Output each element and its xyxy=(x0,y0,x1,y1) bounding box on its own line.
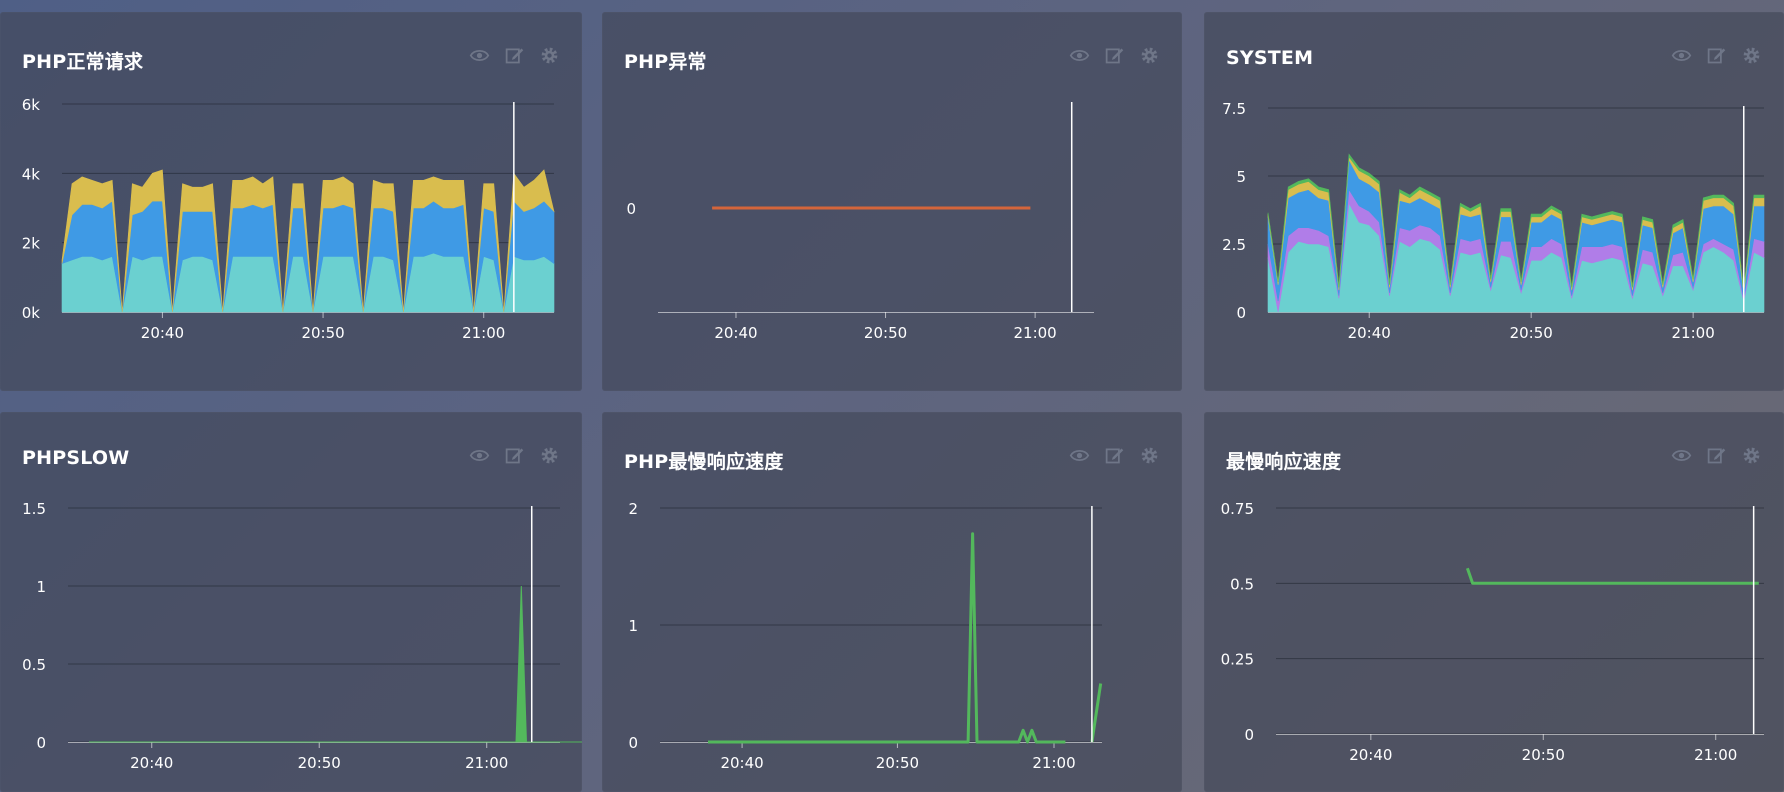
panel-php-slowest-response: PHP最慢响应速度 0 1 2 20:40 20:50 21:00 xyxy=(602,412,1182,792)
panel-phpslow: PHPSLOW 0 0.5 1 1.5 20:40 20:50 21:00 xyxy=(0,412,582,792)
panel-toolbar xyxy=(1671,445,1762,466)
x-tick-label: 20:40 xyxy=(714,324,757,342)
panel-toolbar xyxy=(1069,445,1160,466)
series-line-0 xyxy=(1465,567,1759,585)
y-tick-label: 0 xyxy=(1236,304,1246,322)
series-line-tail xyxy=(1090,683,1103,743)
panel-toolbar xyxy=(1069,45,1160,66)
x-tick-label: 21:00 xyxy=(462,324,505,342)
y-tick-label: 2 xyxy=(628,500,638,518)
x-tick-label: 20:50 xyxy=(876,754,919,772)
x-tick-label: 20:40 xyxy=(130,754,173,772)
y-tick-label: 5 xyxy=(1236,168,1246,186)
chart-phpslow: 0 0.5 1 1.5 20:40 20:50 21:00 xyxy=(22,500,582,772)
x-tick-label: 21:00 xyxy=(1672,324,1715,342)
edit-icon[interactable] xyxy=(1104,45,1125,66)
x-tick-label: 20:50 xyxy=(1510,324,1553,342)
series-area-0 xyxy=(88,585,582,743)
gear-icon[interactable] xyxy=(539,45,560,66)
y-tick-label: 0 xyxy=(1244,726,1254,744)
chart-system: 0 2.5 5 7.5 20:40 20:50 21:00 xyxy=(1222,100,1765,342)
gear-icon[interactable] xyxy=(539,445,560,466)
y-tick-label: 0.5 xyxy=(22,656,46,674)
edit-icon[interactable] xyxy=(1104,445,1125,466)
y-tick-label: 0 xyxy=(626,200,636,218)
eye-icon[interactable] xyxy=(469,445,490,466)
y-tick-label: 0.25 xyxy=(1221,651,1254,669)
y-tick-label: 2k xyxy=(22,235,41,253)
series-area-2 xyxy=(61,169,555,313)
eye-icon[interactable] xyxy=(1069,445,1090,466)
x-tick-label: 21:00 xyxy=(1032,754,1075,772)
chart-php-exception: 0 20:40 20:50 21:00 xyxy=(626,102,1094,342)
x-tick-label: 20:50 xyxy=(1522,746,1565,764)
y-tick-label: 0 xyxy=(628,734,638,752)
x-tick-label: 21:00 xyxy=(465,754,508,772)
y-tick-label: 4k xyxy=(22,165,41,183)
y-tick-label: 7.5 xyxy=(1222,100,1246,118)
y-tick-label: 0.75 xyxy=(1221,500,1254,518)
eye-icon[interactable] xyxy=(1671,45,1692,66)
x-tick-label: 20:40 xyxy=(720,754,763,772)
edit-icon[interactable] xyxy=(1706,445,1727,466)
panel-php-exception: PHP异常 0 20:40 20:50 21:00 xyxy=(602,12,1182,391)
y-tick-label: 1.5 xyxy=(22,500,46,518)
x-tick-label: 20:50 xyxy=(864,324,907,342)
x-tick-label: 21:00 xyxy=(1694,746,1737,764)
gear-icon[interactable] xyxy=(1741,445,1762,466)
edit-icon[interactable] xyxy=(504,45,525,66)
x-tick-label: 21:00 xyxy=(1014,324,1057,342)
x-tick-label: 20:40 xyxy=(1348,324,1391,342)
panel-slowest-response: 最慢响应速度 0 0.25 0.5 0.75 20:40 20:50 21:00 xyxy=(1204,412,1784,792)
gear-icon[interactable] xyxy=(1139,445,1160,466)
y-tick-label: 2.5 xyxy=(1222,236,1246,254)
chart-slowest-response: 0 0.25 0.5 0.75 20:40 20:50 21:00 xyxy=(1221,500,1764,764)
gear-icon[interactable] xyxy=(1139,45,1160,66)
eye-icon[interactable] xyxy=(1671,445,1692,466)
panel-title: PHP正常请求 xyxy=(22,51,144,73)
x-tick-label: 20:40 xyxy=(141,324,184,342)
edit-icon[interactable] xyxy=(1706,45,1727,66)
y-tick-label: 0 xyxy=(36,734,46,752)
gear-icon[interactable] xyxy=(1741,45,1762,66)
series-area-4 xyxy=(1267,153,1765,291)
series-line-0 xyxy=(708,532,1066,744)
panel-toolbar xyxy=(1671,45,1762,66)
y-tick-label: 6k xyxy=(22,96,41,114)
x-tick-label: 20:50 xyxy=(301,324,344,342)
chart-php-slowest-response: 0 1 2 20:40 20:50 21:00 xyxy=(628,500,1103,772)
panel-title: SYSTEM xyxy=(1226,47,1314,69)
y-tick-label: 1 xyxy=(628,617,638,635)
eye-icon[interactable] xyxy=(469,45,490,66)
panel-php-normal-requests: PHP正常请求 0k 2k 4k 6k 20:40 20:50 21:00 xyxy=(0,12,582,391)
panel-title: PHPSLOW xyxy=(22,447,130,469)
panel-toolbar xyxy=(469,445,560,466)
x-tick-label: 20:40 xyxy=(1349,746,1392,764)
chart-php-normal-requests: 0k 2k 4k 6k 20:40 20:50 21:00 xyxy=(22,96,555,342)
edit-icon[interactable] xyxy=(504,445,525,466)
eye-icon[interactable] xyxy=(1069,45,1090,66)
panel-title: PHP异常 xyxy=(624,51,707,73)
x-tick-label: 20:50 xyxy=(298,754,341,772)
panel-title: 最慢响应速度 xyxy=(1226,451,1342,473)
y-tick-label: 0.5 xyxy=(1230,575,1254,593)
y-tick-label: 1 xyxy=(36,578,46,596)
panel-system: SYSTEM 0 2.5 5 7.5 20:40 20:50 21:00 xyxy=(1204,12,1784,391)
panel-toolbar xyxy=(469,45,560,66)
panel-title: PHP最慢响应速度 xyxy=(624,451,784,473)
y-tick-label: 0k xyxy=(22,304,41,322)
